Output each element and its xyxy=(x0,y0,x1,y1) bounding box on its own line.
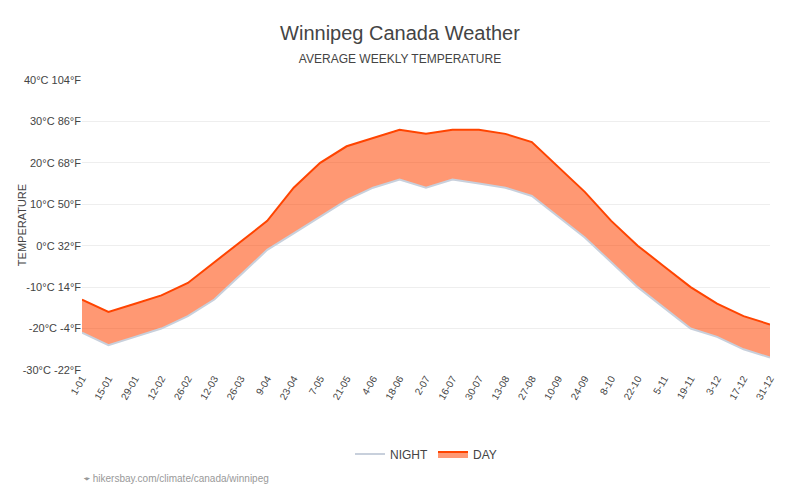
svg-text:17-12: 17-12 xyxy=(727,374,750,402)
svg-text:30-07: 30-07 xyxy=(463,374,486,402)
svg-text:29-01: 29-01 xyxy=(119,374,142,402)
svg-text:⌖ hikersbay.com/climate/canada: ⌖ hikersbay.com/climate/canada/winnipeg xyxy=(84,473,269,484)
svg-text:-30°C -22°F: -30°C -22°F xyxy=(23,364,82,376)
svg-text:TEMPERATURE: TEMPERATURE xyxy=(16,184,28,266)
svg-text:31-12: 31-12 xyxy=(754,374,777,402)
svg-text:DAY: DAY xyxy=(473,448,497,462)
svg-text:2-07: 2-07 xyxy=(413,374,433,397)
svg-text:24-09: 24-09 xyxy=(569,374,592,402)
svg-text:12-03: 12-03 xyxy=(198,374,221,402)
svg-text:4-06: 4-06 xyxy=(360,374,380,397)
svg-text:NIGHT: NIGHT xyxy=(390,448,428,462)
svg-text:16-07: 16-07 xyxy=(436,374,459,402)
svg-text:20°C 68°F: 20°C 68°F xyxy=(30,157,81,169)
svg-text:Winnipeg Canada Weather: Winnipeg Canada Weather xyxy=(280,22,520,44)
svg-text:26-03: 26-03 xyxy=(225,374,248,402)
svg-text:5-11: 5-11 xyxy=(651,374,670,397)
svg-text:9-04: 9-04 xyxy=(254,374,274,397)
svg-text:10-09: 10-09 xyxy=(542,374,565,402)
svg-text:AVERAGE WEEKLY TEMPERATURE: AVERAGE WEEKLY TEMPERATURE xyxy=(299,52,501,66)
svg-text:1-01: 1-01 xyxy=(69,374,89,397)
svg-text:27-08: 27-08 xyxy=(516,374,539,402)
svg-text:30°C 86°F: 30°C 86°F xyxy=(30,115,81,127)
svg-text:40°C 104°F: 40°C 104°F xyxy=(24,74,81,86)
svg-text:12-02: 12-02 xyxy=(145,374,168,402)
svg-text:26-02: 26-02 xyxy=(172,374,195,402)
svg-text:22-10: 22-10 xyxy=(621,374,644,402)
svg-text:21-05: 21-05 xyxy=(330,374,353,402)
svg-text:-10°C 14°F: -10°C 14°F xyxy=(26,281,81,293)
svg-text:10°C 50°F: 10°C 50°F xyxy=(30,198,81,210)
svg-text:8-10: 8-10 xyxy=(598,374,618,397)
svg-text:18-06: 18-06 xyxy=(383,374,406,402)
svg-text:3-12: 3-12 xyxy=(704,374,724,397)
svg-text:0°C 32°F: 0°C 32°F xyxy=(36,240,81,252)
svg-text:-20°C -4°F: -20°C -4°F xyxy=(29,322,81,334)
svg-text:13-08: 13-08 xyxy=(489,374,512,402)
svg-text:23-04: 23-04 xyxy=(277,374,300,402)
svg-text:19-11: 19-11 xyxy=(675,374,697,401)
svg-text:7-05: 7-05 xyxy=(307,374,327,397)
svg-text:15-01: 15-01 xyxy=(92,374,115,402)
